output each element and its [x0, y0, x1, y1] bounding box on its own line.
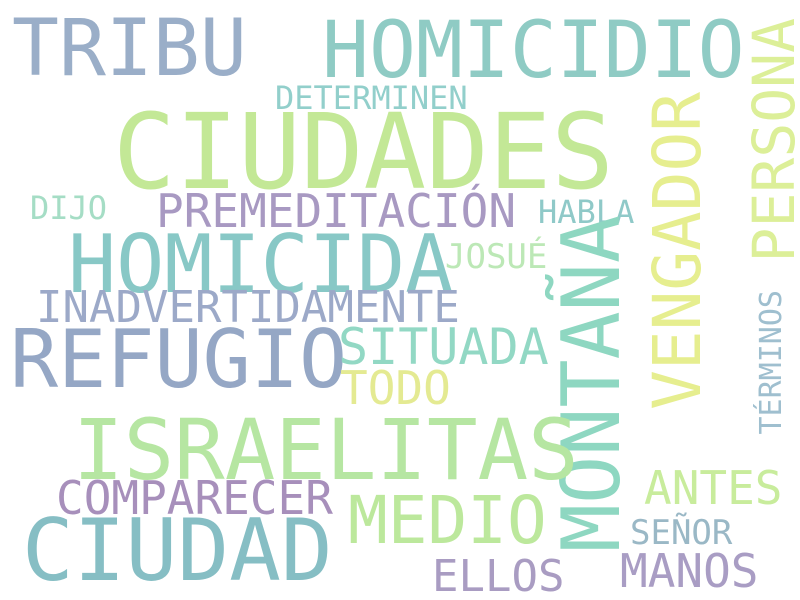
word-refugio: REFUGIO	[10, 313, 348, 406]
word-terminos: TÉRMINOS	[754, 290, 789, 435]
word-montana: MONTAÑA	[545, 215, 638, 553]
word-antes: ANTES	[644, 461, 783, 515]
word-dijo: DIJO	[30, 189, 108, 227]
word-vengador: VENGADOR	[639, 92, 716, 410]
word-situada: SITUADA	[338, 318, 549, 376]
word-todo: TODO	[340, 361, 451, 415]
word-inadvertidamente: INADVERTIDAMENTE	[36, 282, 460, 333]
word-ciudad: CIUDAD	[22, 501, 333, 600]
word-persona: PERSONA	[740, 18, 800, 263]
word-comparecer: COMPARECER	[56, 471, 333, 525]
word-determinen: DETERMINEN	[275, 79, 468, 117]
word-ciudades: CIUDADES	[113, 91, 614, 213]
word-josue: JOSUÉ	[445, 237, 548, 277]
word-medio: MEDIO	[348, 482, 547, 559]
word-homicidio: HOMICIDIO	[322, 6, 745, 96]
word-manos: MANOS	[620, 544, 759, 598]
word-ellos: ELLOS	[432, 551, 565, 600]
word-habla: HABLA	[538, 193, 635, 231]
word-tribu: TRIBU	[12, 4, 247, 94]
word-senor: SEÑOR	[630, 513, 733, 553]
word-israelitas: ISRAELITAS	[73, 401, 579, 499]
word-homicida: HOMICIDA	[68, 218, 454, 311]
word-premeditacion: PREMEDITACIÓN	[156, 184, 517, 238]
